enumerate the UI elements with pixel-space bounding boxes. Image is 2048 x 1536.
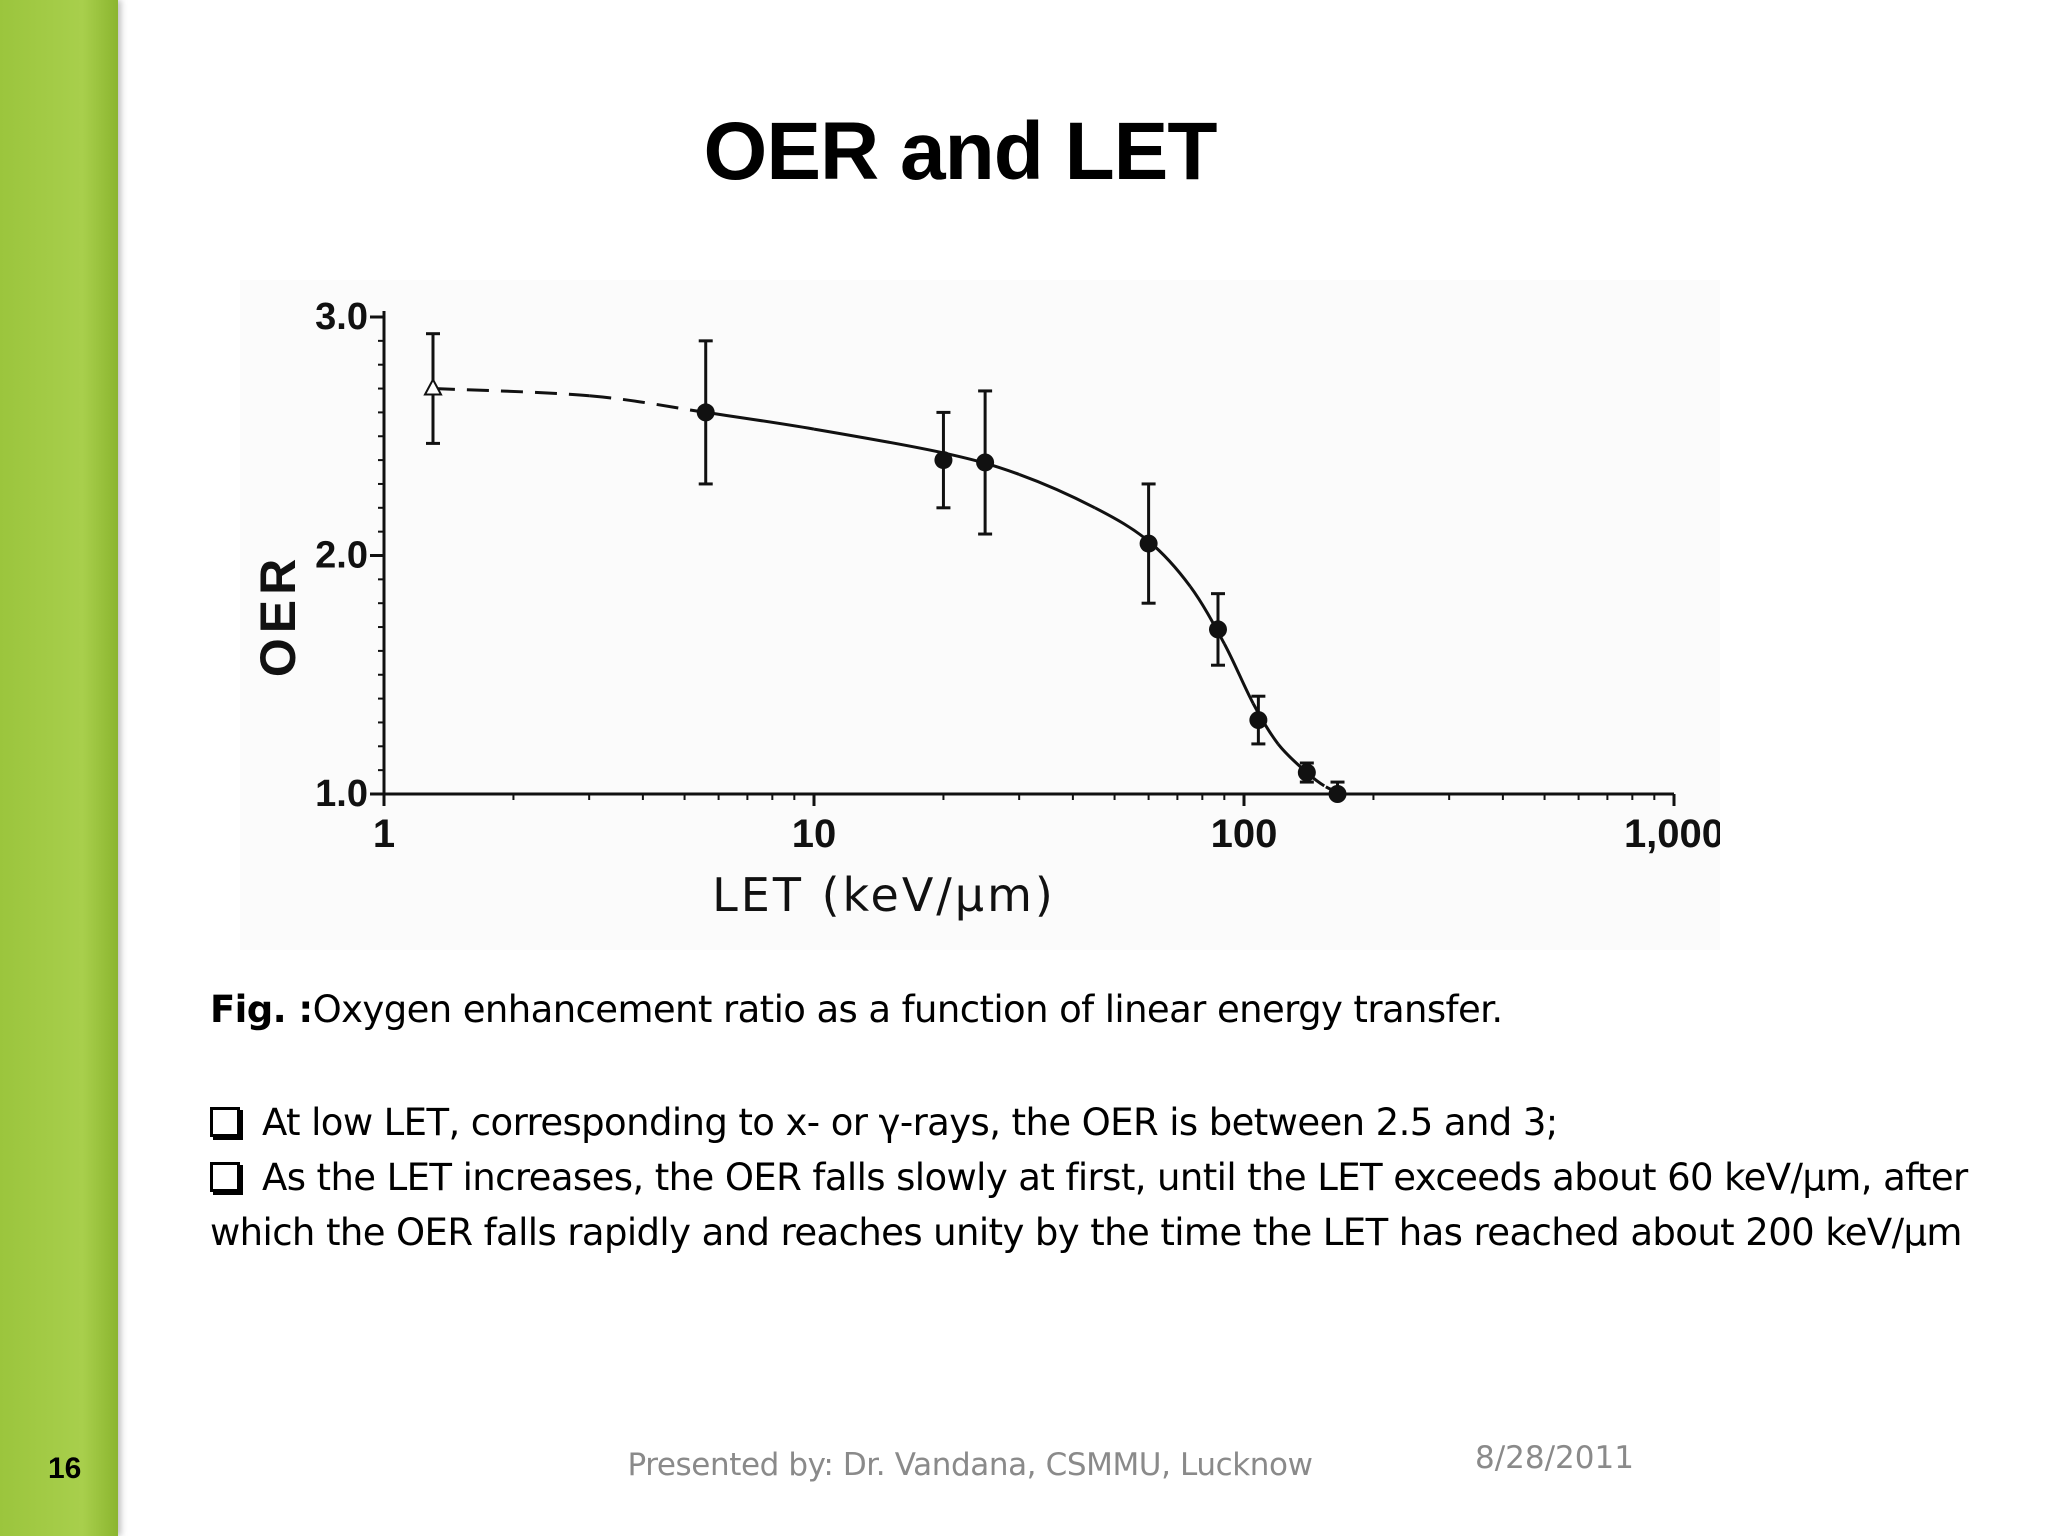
data-point — [934, 451, 953, 470]
slide-title: OER and LET — [703, 106, 1218, 197]
bullet-item: As the LET increases, the OER falls slow… — [210, 1150, 1970, 1260]
x-tick-label: 1 — [373, 812, 395, 856]
fit-curve-segment — [1018, 472, 1096, 510]
y-tick-label: 3.0 — [315, 296, 368, 338]
data-point — [1139, 534, 1158, 553]
data-point — [1297, 763, 1316, 782]
x-tick-label: 1,000 — [1624, 812, 1720, 856]
y-tick-label: 2.0 — [315, 535, 368, 577]
left-accent-bar — [0, 0, 118, 1536]
bullet-text: At low LET, corresponding to x- or γ-ray… — [262, 1101, 1558, 1144]
x-tick-label: 100 — [1211, 812, 1278, 856]
chart-svg: 1 10 100 1,000 1.0 2.0 3.0 LET (keV/µm) OER — [250, 296, 1720, 922]
x-axis-title: LET (keV/µm) — [712, 868, 1056, 922]
data-point — [1328, 785, 1347, 803]
footer-presenter: Presented by: Dr. Vandana, CSMMU, Luckno… — [627, 1447, 1313, 1483]
fit-curve-segment — [1223, 643, 1255, 705]
caption-text: Oxygen enhancement ratio as a function o… — [312, 988, 1504, 1031]
fit-curve-segment — [813, 427, 944, 455]
caption-prefix: Fig. : — [210, 988, 313, 1031]
fit-curve-segment — [432, 387, 590, 398]
oer-let-chart: 1 10 100 1,000 1.0 2.0 3.0 LET (keV/µm) OER — [240, 280, 1720, 950]
data-point — [1208, 620, 1227, 639]
fit-curve-segment — [1251, 702, 1280, 745]
bullet-item: At low LET, corresponding to x- or γ-ray… — [210, 1095, 1970, 1150]
fit-curve-segment — [1189, 585, 1226, 645]
bullet-text: As the LET increases, the OER falls slow… — [210, 1156, 1968, 1254]
footer-date: 8/28/2011 — [1475, 1440, 1634, 1476]
checkbox-bullet-icon — [210, 1162, 240, 1192]
data-point — [976, 453, 995, 472]
data-point — [696, 403, 715, 422]
figure-caption: Fig. :Oxygen enhancement ratio as a func… — [210, 988, 1503, 1031]
slide-number: 16 — [48, 1452, 82, 1485]
data-point-triangle — [423, 377, 443, 396]
y-tick-label: 1.0 — [315, 773, 368, 815]
y-axis-title: OER — [250, 554, 306, 677]
x-tick-label: 10 — [792, 812, 837, 856]
checkbox-bullet-icon — [210, 1107, 240, 1137]
fit-curve-segment — [589, 394, 706, 414]
data-point — [1249, 711, 1268, 730]
fit-curve-segment — [705, 410, 815, 431]
bullet-list: At low LET, corresponding to x- or γ-ray… — [210, 1095, 1970, 1260]
fit-curve-segment — [1094, 506, 1150, 543]
